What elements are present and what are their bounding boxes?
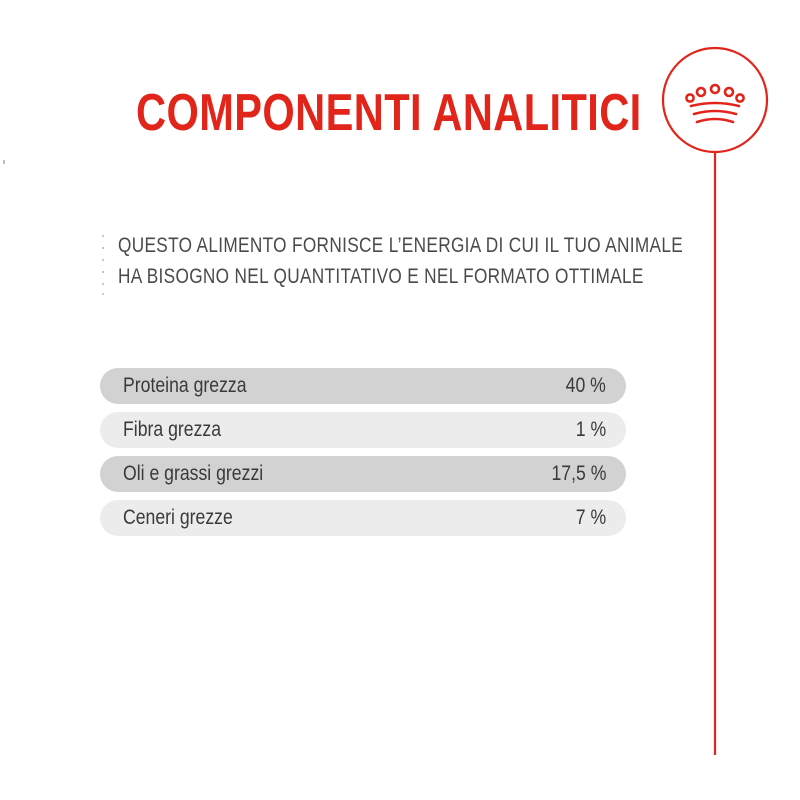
table-row: Oli e grassi grezzi 17,5 % <box>100 456 626 492</box>
component-value: 40 % <box>565 374 606 397</box>
component-label: Proteina grezza <box>123 374 247 397</box>
brand-logo <box>660 45 770 755</box>
table-row: Fibra grezza 1 % <box>100 412 626 448</box>
page-title: COMPONENTI ANALITICI <box>136 84 642 142</box>
edge-mark <box>3 160 5 164</box>
dotted-divider <box>102 233 105 295</box>
crown-icon <box>685 83 745 124</box>
component-label: Oli e grassi grezzi <box>123 462 264 485</box>
component-value: 7 % <box>575 506 606 529</box>
table-row: Ceneri grezze 7 % <box>100 500 626 536</box>
intro-line: HA BISOGNO NEL QUANTITATIVO E NEL FORMAT… <box>118 265 644 288</box>
component-value: 17,5 % <box>551 462 606 485</box>
analytics-table: Proteina grezza 40 % Fibra grezza 1 % Ol… <box>100 368 626 544</box>
table-row: Proteina grezza 40 % <box>100 368 626 404</box>
intro-text: QUESTO ALIMENTO FORNISCE L’ENERGIA DI CU… <box>118 230 692 292</box>
component-value: 1 % <box>575 418 606 441</box>
component-label: Ceneri grezze <box>123 506 233 529</box>
intro-line: QUESTO ALIMENTO FORNISCE L’ENERGIA DI CU… <box>118 234 684 257</box>
component-label: Fibra grezza <box>123 418 222 441</box>
